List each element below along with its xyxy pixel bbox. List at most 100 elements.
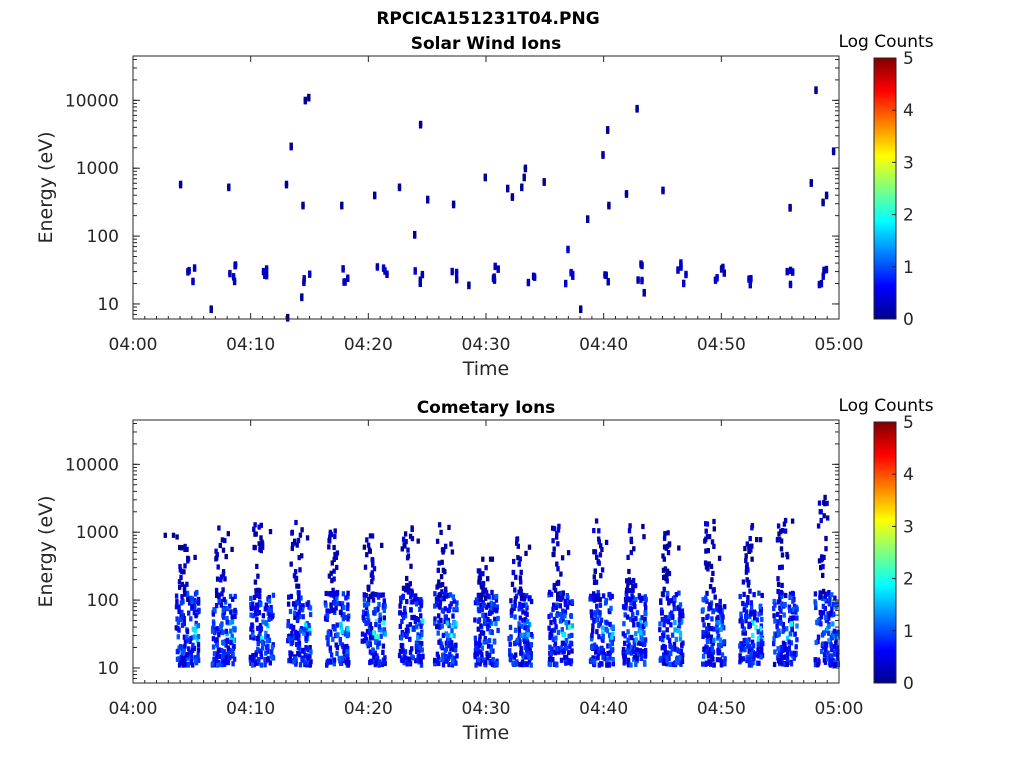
data-cell [832,651,837,657]
data-cell [365,552,369,558]
data-cell [490,629,494,636]
data-cell [308,662,312,668]
data-cell [294,576,298,583]
data-cell [371,659,375,665]
data-cell [308,605,313,611]
data-cell [411,626,416,632]
data-cell [254,660,258,666]
data-cell [830,592,834,598]
data-cell [627,528,632,534]
data-cell [744,558,748,564]
data-cell [452,633,456,639]
data-cell [473,600,478,606]
data-cell [261,619,265,625]
data-cell [186,655,190,661]
x-tick-label: 04:30 [462,699,511,719]
data-cell [414,593,418,599]
data-cell [298,628,303,634]
data-cell [738,593,742,600]
data-cell [417,640,421,646]
data-cell [777,657,781,663]
data-cell [297,609,301,615]
data-cell [446,592,451,599]
data-cell [828,601,832,607]
data-cell [444,614,448,620]
data-cell [509,598,513,604]
data-cell [290,530,294,536]
data-cell [448,592,453,598]
data-point [490,556,495,562]
data-cell [251,601,255,607]
data-cell [480,592,484,598]
data-cell [517,621,521,627]
data-cell [779,589,783,595]
data-cell [780,552,785,558]
data-cell [626,637,630,643]
data-point [178,180,183,186]
data-cell [252,526,256,532]
data-cell [704,660,709,666]
data-cell [563,654,567,660]
x-tick-label: 04:00 [109,335,158,355]
data-cell [823,642,828,648]
data-cell [180,613,185,619]
data-cell [549,628,554,634]
data-cell [479,649,483,655]
x-axis-label: Time [462,722,510,744]
y-tick-label: 10 [97,295,119,315]
data-cell [549,612,553,618]
data-cell [715,606,719,612]
data-cell [772,605,776,612]
data-cell [604,599,608,605]
data-cell [513,602,517,608]
data-cell [629,662,633,668]
data-cell [490,589,494,595]
data-cell [529,662,533,668]
data-cell [633,583,638,589]
data-cell [446,633,450,639]
data-cell [701,617,705,623]
data-cell [420,647,424,653]
data-cell [296,651,300,657]
data-cell [325,635,329,641]
data-cell [304,635,308,641]
data-cell [328,591,332,597]
data-cell [570,632,574,638]
data-cell [325,613,330,619]
data-cell [341,644,345,650]
data-cell [442,596,446,602]
data-cell [495,607,499,613]
data-cell [678,614,682,620]
data-cell [335,550,340,556]
data-cell [213,662,217,668]
data-cell [548,589,552,595]
data-cell [590,658,594,664]
data-cell [824,546,828,552]
data-cell [666,650,671,656]
data-cell [711,656,715,662]
data-cell [757,660,761,666]
data-cell [629,600,633,606]
data-cell [707,606,711,612]
data-cell [438,582,442,588]
data-cell [294,656,298,662]
data-point [303,96,307,102]
data-cell [366,601,370,607]
data-cell [821,644,826,650]
data-cell [715,622,719,628]
data-cell [553,650,558,656]
data-cell [550,646,554,652]
data-cell [381,264,386,270]
data-cell [264,602,268,608]
data-cell [417,599,422,605]
data-cell [480,607,484,613]
data-cell [627,577,632,583]
data-cell [188,654,192,660]
data-cell [519,579,523,585]
data-cell [177,604,181,610]
data-cell [680,618,684,624]
data-cell [563,609,568,615]
data-cell [718,657,723,663]
data-cell [785,646,790,653]
data-cell [663,614,668,621]
